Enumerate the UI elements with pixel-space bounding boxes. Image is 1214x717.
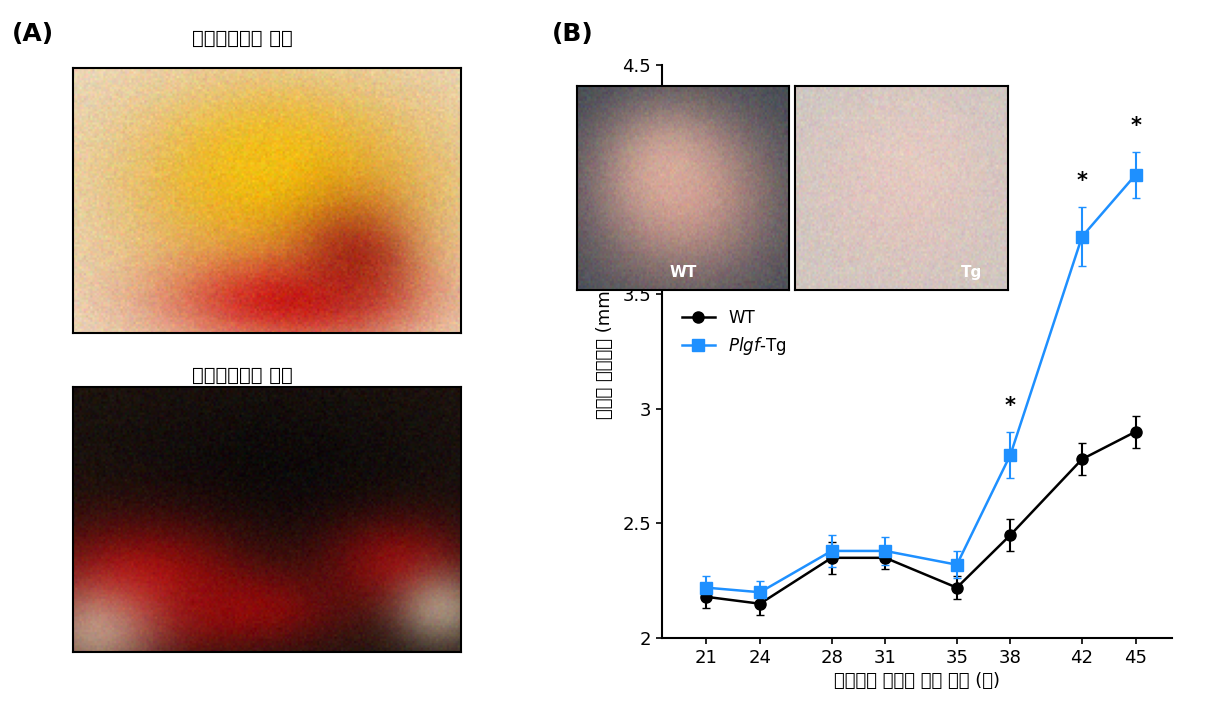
Legend: WT, $\it{Plgf}$-Tg: WT, $\it{Plgf}$-Tg bbox=[675, 303, 793, 364]
Text: 태반성장인자 과다: 태반성장인자 과다 bbox=[193, 366, 293, 384]
Text: (A): (A) bbox=[12, 22, 55, 45]
Text: *: * bbox=[1005, 396, 1016, 416]
Text: Tg: Tg bbox=[960, 265, 982, 280]
Y-axis label: 관절이 붓기정도 (mm): 관절이 붓기정도 (mm) bbox=[596, 283, 614, 419]
X-axis label: 관절염을 유도한 이후 시간 (날): 관절염을 유도한 이후 시간 (날) bbox=[834, 672, 999, 690]
Text: 태반성장인자 결폍: 태반성장인자 결폍 bbox=[193, 29, 293, 47]
Text: *: * bbox=[1077, 171, 1088, 191]
Text: (B): (B) bbox=[552, 22, 594, 45]
Text: WT: WT bbox=[669, 265, 697, 280]
Text: *: * bbox=[1130, 115, 1141, 136]
